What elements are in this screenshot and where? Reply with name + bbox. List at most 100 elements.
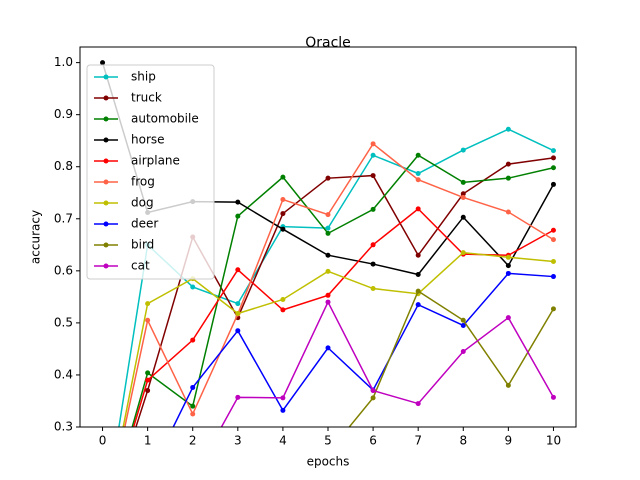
legend-label: airplane [131,154,180,168]
data-point [235,199,241,205]
data-point [325,212,331,218]
data-point [190,384,196,390]
data-point [460,191,466,197]
data-point [370,395,376,401]
data-point [235,328,241,334]
data-point [460,214,466,220]
legend-marker [103,200,109,206]
legend-marker [103,158,109,164]
data-point [370,286,376,292]
data-point [280,307,286,313]
x-tick-label: 3 [234,434,242,448]
data-point [280,226,286,232]
data-point [370,388,376,394]
data-point [145,388,151,394]
data-point [370,141,376,147]
data-point [325,175,331,181]
data-point [280,395,286,401]
legend-label: bird [131,238,154,252]
data-point [280,296,286,302]
data-point [235,394,241,400]
x-tick-label: 1 [144,434,152,448]
data-point [505,315,511,321]
data-point [325,345,331,351]
legend-label: automobile [131,112,199,126]
legend-marker [103,95,109,101]
data-point [550,155,556,161]
data-point [505,382,511,388]
legend-marker [103,116,109,122]
data-point [550,237,556,243]
data-point [100,60,106,66]
data-point [550,165,556,171]
data-point [415,271,421,277]
series-line [348,290,555,427]
x-tick-label: 9 [505,434,513,448]
data-point [235,213,241,219]
legend: ship truck automobile horse airplane frog dog d… [86,64,215,280]
data-point [415,152,421,158]
data-point [550,258,556,264]
data-point [550,394,556,400]
data-point [505,209,511,215]
legend-label: truck [131,91,162,105]
data-point [280,211,286,217]
data-point [460,147,466,153]
data-point [460,179,466,185]
chart-title: Oracle [305,35,351,51]
legend-label: cat [131,259,150,273]
data-point [415,302,421,308]
data-point [190,284,196,290]
data-point [460,194,466,200]
data-point [145,377,151,383]
y-tick-label: 0.9 [54,107,73,121]
data-point [325,299,331,305]
data-point [370,152,376,158]
y-tick-label: 0.6 [54,263,73,277]
data-point [190,337,196,343]
legend-marker [103,179,109,185]
y-tick-label: 0.4 [54,367,73,381]
data-point [505,254,511,260]
data-point [505,175,511,181]
data-point [370,261,376,267]
legend-marker [103,263,109,269]
legend-marker [103,74,109,80]
data-point [190,411,196,417]
y-axis-label: accuracy [29,210,43,264]
data-point [235,267,241,273]
data-point [415,288,421,294]
data-point [325,268,331,274]
legend-box [86,64,215,280]
data-point [505,161,511,167]
x-tick-label: 6 [369,434,377,448]
data-point [460,322,466,328]
x-tick-label: 10 [546,434,561,448]
data-point [370,173,376,179]
data-point [550,306,556,312]
data-point [550,274,556,280]
data-point [145,301,151,307]
data-point [190,403,196,409]
data-point [415,170,421,176]
y-tick-label: 1.0 [54,55,73,69]
data-point [460,317,466,323]
data-point [505,270,511,276]
data-point [235,311,241,317]
y-tick-label: 0.7 [54,211,73,225]
data-point [325,225,331,231]
data-point [325,292,331,298]
data-point [370,206,376,212]
x-tick-label: 5 [324,434,332,448]
x-tick-label: 0 [99,434,107,448]
legend-marker [103,137,109,143]
y-tick-label: 0.5 [54,315,73,329]
data-point [145,317,151,323]
legend-label: horse [131,133,165,147]
data-point [145,370,151,376]
x-tick-label: 8 [459,434,467,448]
y-tick-label: 0.8 [54,159,73,173]
data-point [505,263,511,269]
data-point [370,242,376,248]
x-tick-label: 2 [189,434,197,448]
